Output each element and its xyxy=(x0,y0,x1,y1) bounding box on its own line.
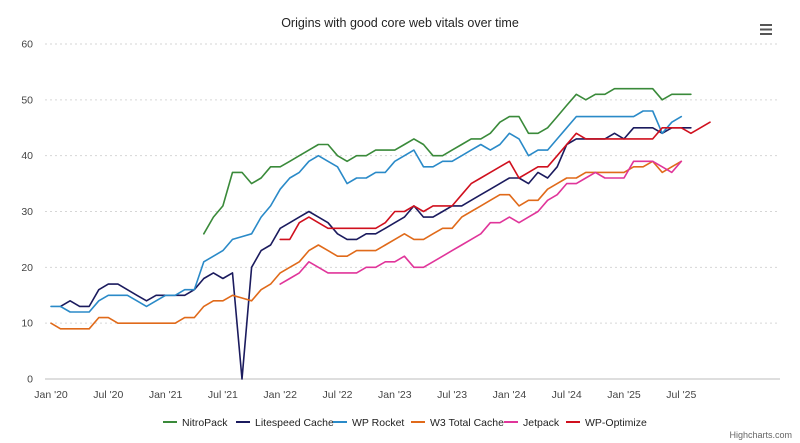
legend-item-litespeed-cache[interactable]: Litespeed Cache xyxy=(236,417,334,429)
y-tick-label: 20 xyxy=(21,262,33,274)
x-tick-label: Jan '22 xyxy=(263,389,297,401)
y-tick-label: 10 xyxy=(21,318,33,330)
x-tick-label: Jan '24 xyxy=(493,389,527,401)
series-line-wp-rocket[interactable] xyxy=(50,110,683,313)
y-tick-label: 40 xyxy=(21,150,33,162)
x-tick-label: Jan '20 xyxy=(34,389,68,401)
context-menu-button[interactable] xyxy=(758,22,776,38)
series-line-litespeed-cache[interactable] xyxy=(59,127,692,380)
legend-label: W3 Total Cache xyxy=(430,417,504,429)
x-tick-label: Jan '23 xyxy=(378,389,412,401)
x-tick-label: Jul '24 xyxy=(552,389,582,401)
legend-item-wp-rocket[interactable]: WP Rocket xyxy=(333,417,404,429)
hamburger-menu-icon xyxy=(760,24,772,35)
legend-label: Litespeed Cache xyxy=(255,417,334,429)
y-tick-label: 50 xyxy=(21,94,33,106)
x-tick-label: Jul '20 xyxy=(93,389,123,401)
x-tick-label: Jul '23 xyxy=(437,389,467,401)
y-tick-label: 0 xyxy=(27,374,33,386)
legend-item-wp-optimize[interactable]: WP-Optimize xyxy=(566,417,647,429)
series-line-wp-optimize[interactable] xyxy=(279,121,711,241)
series-line-jetpack[interactable] xyxy=(279,160,683,285)
legend-label: Jetpack xyxy=(523,417,560,429)
y-tick-label: 30 xyxy=(21,206,33,218)
legend-item-jetpack[interactable]: Jetpack xyxy=(504,417,560,429)
x-tick-label: Jan '25 xyxy=(607,389,641,401)
y-tick-label: 60 xyxy=(21,39,33,51)
x-tick-label: Jul '22 xyxy=(322,389,352,401)
legend-item-w3-total-cache[interactable]: W3 Total Cache xyxy=(411,417,504,429)
legend: NitroPack Litespeed Cache WP Rocket W3 Tota… xyxy=(163,417,647,429)
x-tick-label: Jul '25 xyxy=(666,389,696,401)
axis-labels: 0 10 20 30 40 50 60 Jan '20 Jul '20 Jan '21 Jul '2… xyxy=(21,39,696,402)
credits-link[interactable]: Highcharts.com xyxy=(729,430,792,440)
series-line-nitropack[interactable] xyxy=(203,87,692,235)
series-layer xyxy=(50,87,711,380)
series-line-w3-total-cache[interactable] xyxy=(50,160,683,330)
legend-label: NitroPack xyxy=(182,417,228,429)
grid-lines xyxy=(45,43,780,380)
legend-item-nitropack[interactable]: NitroPack xyxy=(163,417,228,429)
legend-label: WP Rocket xyxy=(352,417,404,429)
chart-title: Origins with good core web vitals over t… xyxy=(281,16,519,30)
x-tick-label: Jul '21 xyxy=(208,389,238,401)
x-tick-label: Jan '21 xyxy=(149,389,183,401)
legend-label: WP-Optimize xyxy=(585,417,647,429)
